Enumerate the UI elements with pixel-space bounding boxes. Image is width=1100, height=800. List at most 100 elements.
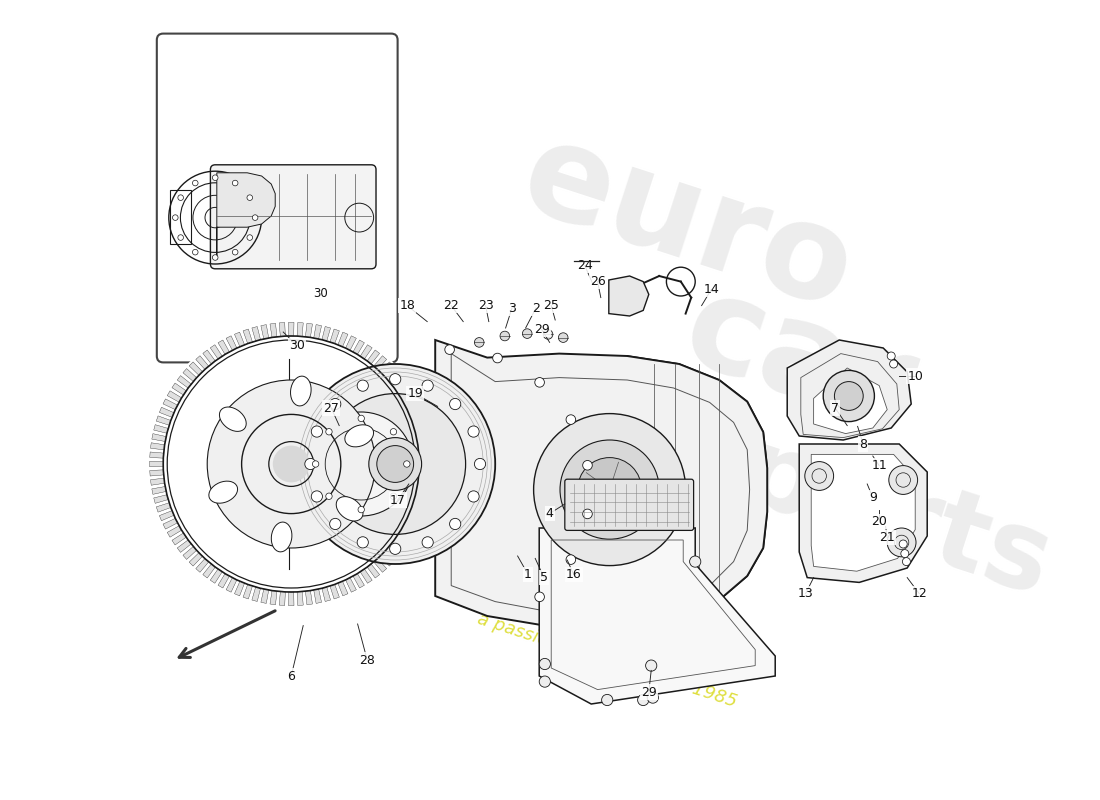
Polygon shape [167, 391, 182, 402]
Polygon shape [150, 470, 164, 476]
Polygon shape [218, 340, 230, 354]
Circle shape [212, 175, 218, 181]
Text: 6: 6 [287, 670, 295, 682]
Circle shape [493, 354, 503, 363]
Polygon shape [152, 434, 166, 442]
Polygon shape [261, 325, 268, 339]
Polygon shape [160, 510, 174, 521]
Polygon shape [243, 329, 253, 344]
Polygon shape [419, 452, 432, 458]
Polygon shape [418, 442, 432, 450]
Polygon shape [408, 510, 424, 521]
Polygon shape [811, 454, 915, 571]
Polygon shape [261, 589, 268, 603]
Polygon shape [252, 587, 261, 602]
Polygon shape [360, 569, 372, 583]
Circle shape [559, 333, 568, 342]
Polygon shape [150, 462, 163, 466]
Circle shape [207, 380, 375, 548]
Circle shape [534, 414, 685, 566]
Circle shape [305, 458, 316, 470]
Circle shape [539, 658, 550, 670]
Circle shape [389, 543, 400, 554]
Polygon shape [152, 486, 166, 494]
Text: 30: 30 [312, 287, 328, 300]
Polygon shape [608, 276, 649, 316]
Circle shape [522, 329, 532, 338]
Circle shape [888, 528, 916, 557]
Polygon shape [360, 345, 372, 359]
Polygon shape [189, 553, 202, 566]
Circle shape [273, 446, 309, 482]
Polygon shape [330, 584, 340, 599]
Polygon shape [405, 399, 419, 410]
Polygon shape [202, 350, 216, 364]
Circle shape [901, 550, 909, 558]
Circle shape [358, 537, 368, 548]
Text: 22: 22 [443, 299, 459, 312]
Polygon shape [183, 369, 197, 382]
Text: 7: 7 [832, 402, 839, 414]
Circle shape [178, 234, 184, 240]
Polygon shape [627, 356, 767, 628]
Circle shape [560, 440, 659, 539]
Text: 3: 3 [508, 302, 516, 314]
Circle shape [326, 493, 332, 499]
Polygon shape [379, 553, 394, 566]
Circle shape [311, 491, 322, 502]
Polygon shape [314, 325, 321, 339]
Polygon shape [160, 407, 174, 418]
Circle shape [368, 438, 421, 490]
Circle shape [566, 555, 575, 565]
Circle shape [358, 506, 364, 513]
Polygon shape [252, 326, 261, 341]
Text: 25: 25 [543, 299, 559, 312]
Polygon shape [217, 173, 275, 259]
Polygon shape [297, 591, 304, 606]
Polygon shape [400, 526, 415, 537]
Text: 19: 19 [407, 387, 424, 400]
Polygon shape [218, 574, 230, 588]
Text: 9: 9 [869, 491, 877, 504]
Polygon shape [415, 425, 429, 434]
Circle shape [690, 556, 701, 567]
Circle shape [377, 446, 414, 482]
Text: 16: 16 [565, 568, 582, 581]
Text: 30: 30 [289, 339, 305, 352]
Polygon shape [374, 558, 386, 572]
Polygon shape [396, 533, 410, 545]
Circle shape [535, 378, 544, 387]
Circle shape [312, 461, 319, 467]
Text: 4: 4 [546, 507, 553, 520]
Circle shape [232, 180, 238, 186]
Text: 27: 27 [323, 402, 339, 414]
Polygon shape [154, 425, 168, 434]
Text: parts: parts [726, 420, 1064, 620]
Circle shape [890, 360, 898, 368]
Polygon shape [227, 336, 236, 350]
Polygon shape [338, 332, 348, 346]
Circle shape [390, 429, 397, 435]
Circle shape [147, 320, 436, 608]
Ellipse shape [344, 425, 374, 447]
Ellipse shape [209, 481, 238, 503]
Polygon shape [539, 528, 776, 704]
Circle shape [474, 458, 485, 470]
Text: 5: 5 [540, 571, 548, 584]
Polygon shape [330, 329, 340, 344]
Circle shape [602, 694, 613, 706]
Circle shape [899, 540, 907, 548]
Circle shape [295, 364, 495, 564]
Ellipse shape [290, 376, 311, 406]
Text: 11: 11 [871, 459, 887, 472]
Polygon shape [150, 452, 164, 458]
Polygon shape [196, 558, 209, 572]
Polygon shape [270, 323, 277, 338]
Polygon shape [306, 323, 312, 338]
Circle shape [450, 398, 461, 410]
Polygon shape [386, 369, 399, 382]
Ellipse shape [337, 497, 363, 521]
Text: 12: 12 [911, 587, 927, 600]
Circle shape [535, 592, 544, 602]
Circle shape [539, 676, 550, 687]
